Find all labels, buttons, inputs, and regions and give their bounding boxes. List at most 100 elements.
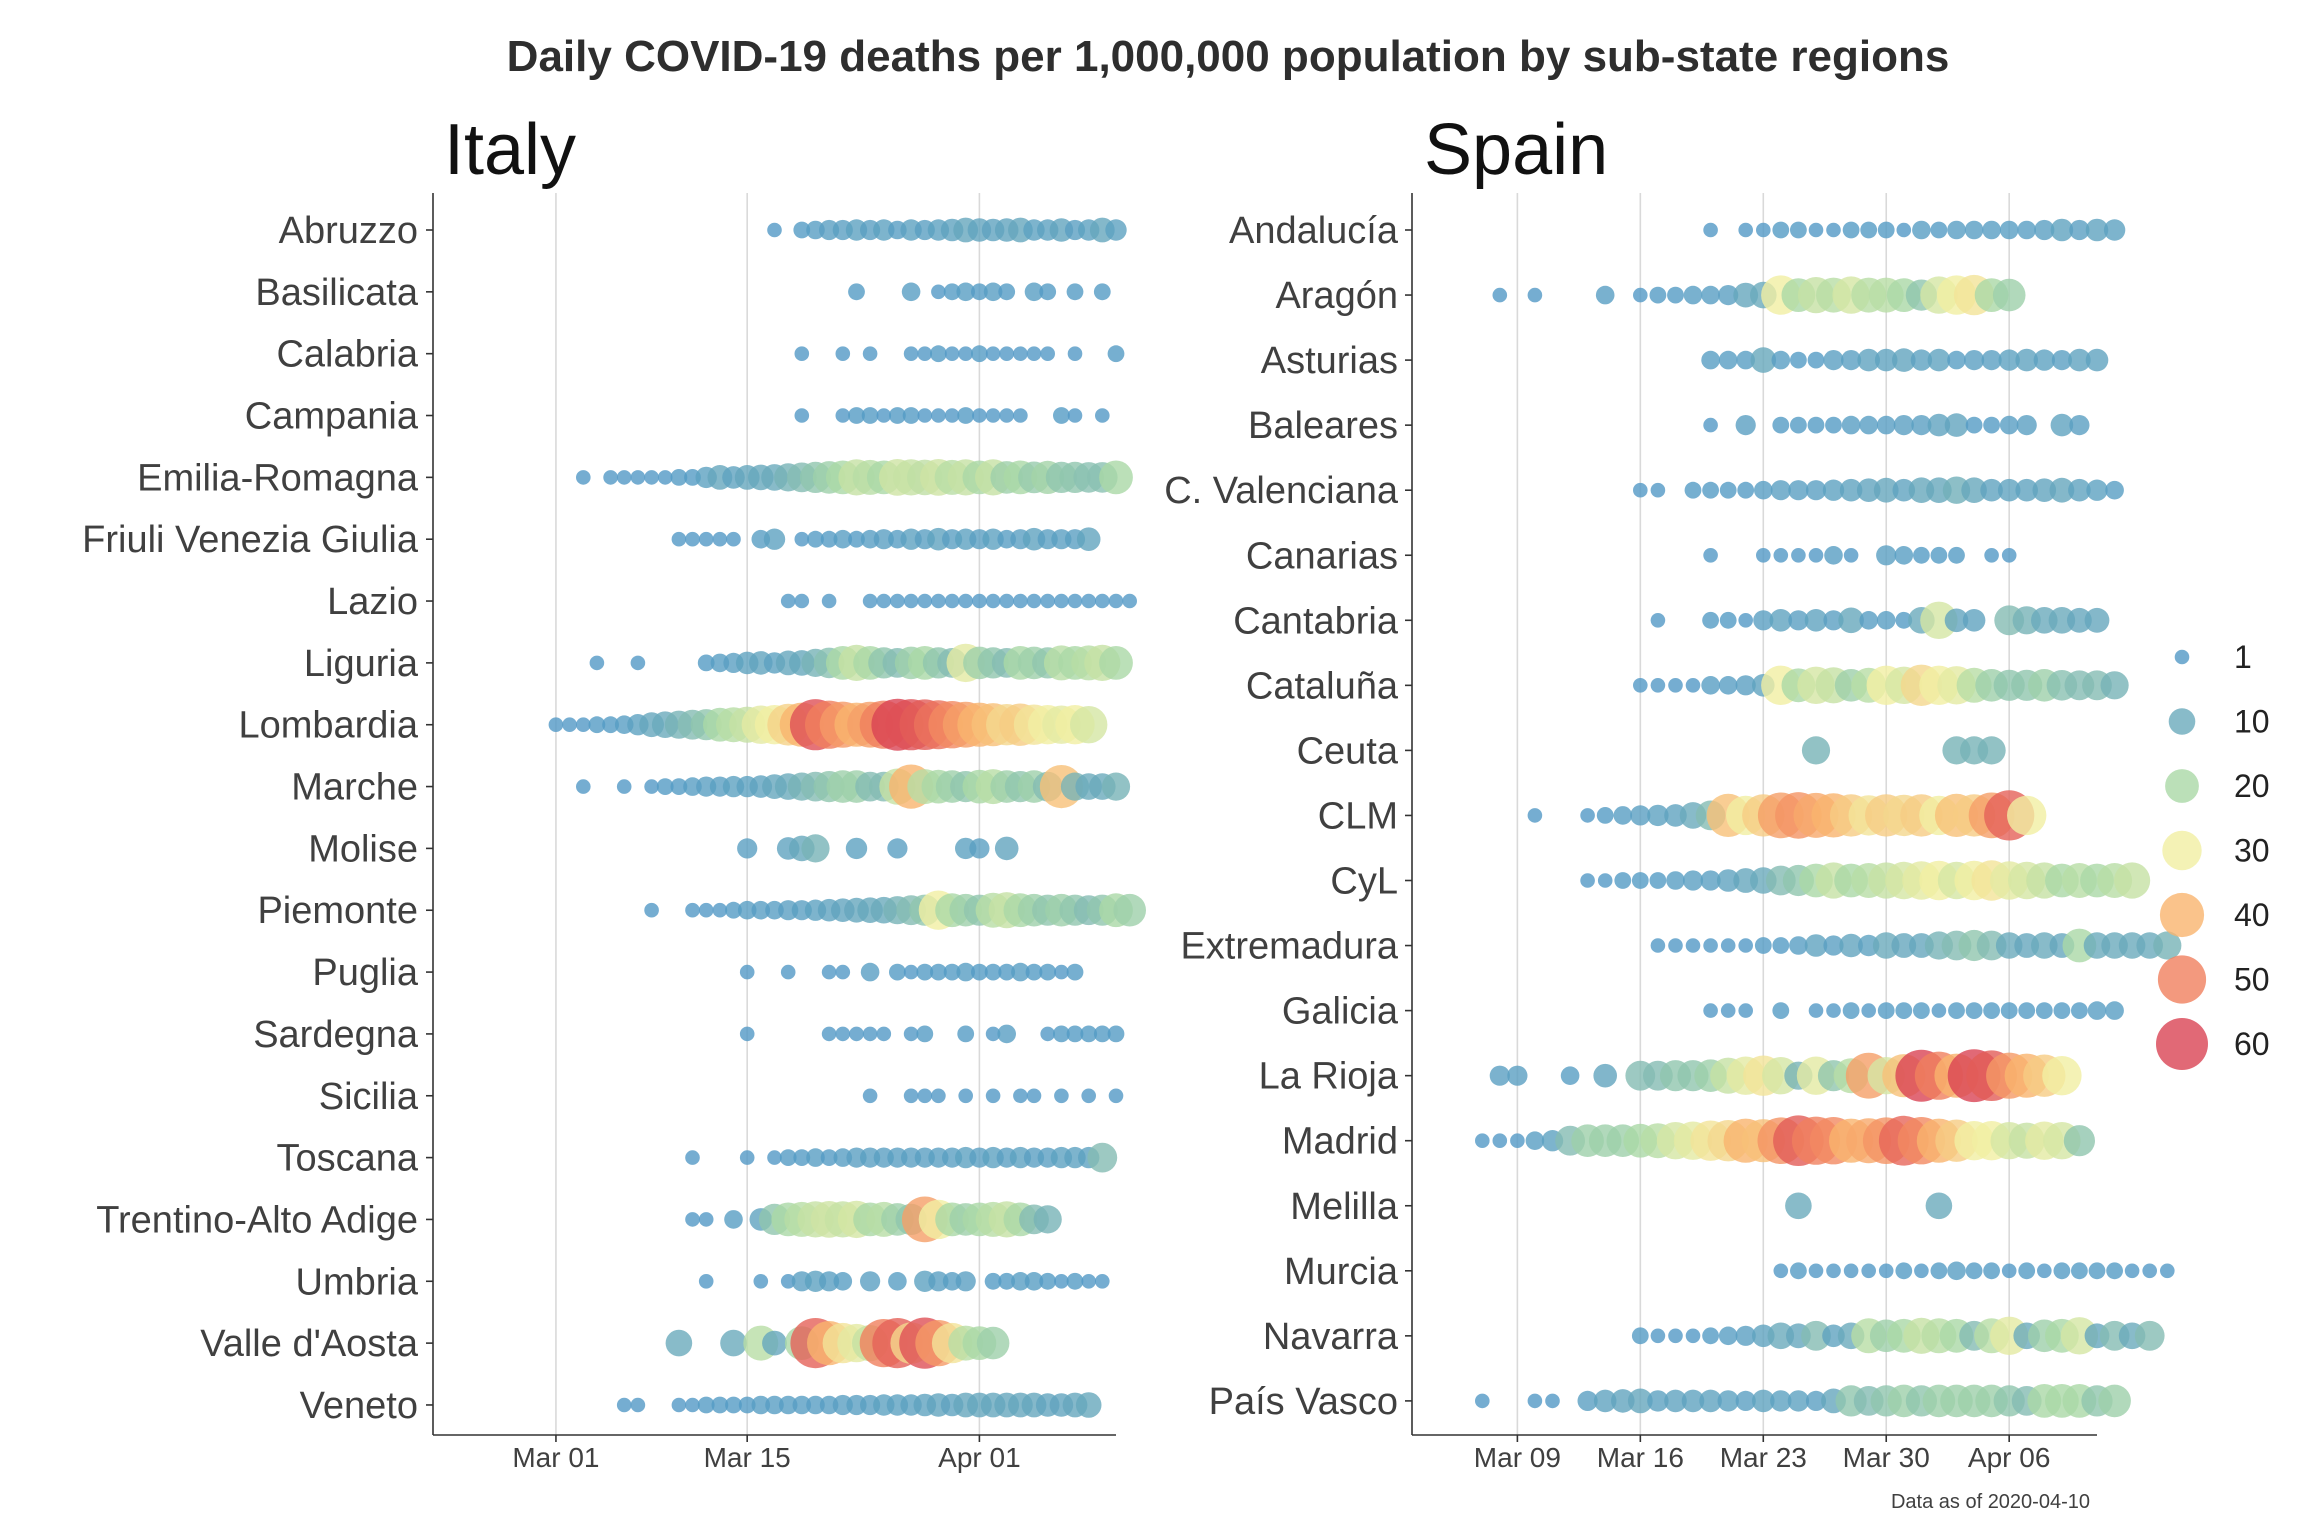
data-point-asturias xyxy=(1718,350,1738,370)
data-point-galicia xyxy=(1738,1003,1753,1018)
data-point-murcia xyxy=(1930,1262,1948,1280)
data-point-murcia xyxy=(2160,1263,2175,1279)
legend-label-20: 20 xyxy=(2234,768,2270,804)
data-point-friuli-venezia-giulia xyxy=(807,530,824,548)
data-point-asturias xyxy=(2068,348,2091,372)
data-point-veneto xyxy=(778,1395,798,1415)
data-point-baleares xyxy=(1983,416,2000,434)
data-point-piemonte xyxy=(737,900,757,920)
region-label-umbria: Umbria xyxy=(296,1261,419,1303)
data-point-friuli-venezia-giulia xyxy=(794,531,810,547)
data-point-lazio xyxy=(1054,593,1069,609)
data-point-baleares xyxy=(2069,415,2090,436)
data-point-veneto xyxy=(711,1396,729,1414)
data-point-sardegna xyxy=(835,1026,851,1042)
region-label-clm: CLM xyxy=(1318,795,1398,837)
data-point-galicia xyxy=(2105,1001,2124,1020)
data-point-la-rioja xyxy=(2042,1056,2082,1096)
data-caption: Data as of 2020-04-10 xyxy=(1891,1491,2090,1513)
data-point-clm xyxy=(2007,795,2047,836)
data-point-veneto xyxy=(685,1397,700,1413)
data-point-asturias xyxy=(2033,349,2055,371)
data-point-lazio xyxy=(862,593,878,609)
data-point-cantabria xyxy=(1702,611,1719,629)
data-point-aragon xyxy=(1683,285,1703,305)
data-point-lombardia xyxy=(548,717,564,732)
data-point-baleares xyxy=(1876,415,1896,435)
data-point-sardegna xyxy=(957,1025,975,1043)
data-point-lazio xyxy=(876,593,892,609)
data-point-andalucia xyxy=(1930,221,1948,239)
data-point-lazio xyxy=(1013,593,1028,609)
data-point-puglia xyxy=(1066,963,1084,981)
data-point-toscana xyxy=(806,1148,825,1167)
data-point-extremadura xyxy=(1872,932,1900,959)
data-point-lombardia xyxy=(588,716,606,734)
legend-key-20 xyxy=(2165,769,2199,803)
data-point-sardegna xyxy=(1040,1026,1055,1042)
region-label-canarias: Canarias xyxy=(1246,535,1398,577)
data-point-piemonte xyxy=(698,902,714,918)
data-point-andalucia xyxy=(1738,222,1753,238)
data-point-pais-vasco xyxy=(1787,1390,1810,1412)
region-label-valle-d-aosta: Valle d'Aosta xyxy=(200,1323,419,1365)
data-point-murcia xyxy=(1861,1263,1876,1279)
data-point-calabria xyxy=(1026,346,1042,362)
data-point-cyl xyxy=(1682,870,1704,891)
data-point-veneto xyxy=(751,1395,771,1415)
data-point-pais-vasco xyxy=(1770,1390,1792,1412)
data-point-la-rioja xyxy=(1560,1066,1580,1085)
data-point-pais-vasco xyxy=(1717,1390,1739,1412)
data-point-clm xyxy=(1596,807,1614,824)
data-point-basilicata xyxy=(971,283,988,301)
data-point-marche xyxy=(1101,772,1131,801)
data-point-asturias xyxy=(1910,349,1933,371)
data-point-cantabria xyxy=(1962,609,1986,632)
data-point-cantabria xyxy=(1876,611,1896,630)
data-point-c-valenciana xyxy=(1684,481,1702,499)
data-point-murcia xyxy=(1808,1263,1824,1279)
data-point-sicilia xyxy=(1108,1088,1124,1104)
data-point-andalucia xyxy=(2017,220,2036,240)
data-point-madrid xyxy=(1510,1133,1525,1148)
data-point-asturias xyxy=(1750,347,1777,373)
data-point-murcia xyxy=(2037,1263,2052,1279)
data-point-c-valenciana xyxy=(2049,477,2075,503)
data-point-cantabria xyxy=(2067,607,2092,633)
data-point-galicia xyxy=(1877,1002,1895,1019)
data-point-canarias xyxy=(2001,548,2017,563)
data-point-marche xyxy=(644,779,659,794)
data-point-marche xyxy=(576,779,591,794)
data-point-andalucia xyxy=(1877,221,1895,239)
data-point-molise xyxy=(801,834,830,863)
region-label-murcia: Murcia xyxy=(1284,1251,1399,1293)
data-point-baleares xyxy=(1807,416,1825,434)
data-point-pais-vasco xyxy=(2098,1384,2131,1418)
data-point-piemonte xyxy=(712,902,728,918)
data-point-murcia xyxy=(1983,1262,2000,1280)
data-point-friuli-venezia-giulia xyxy=(1076,527,1101,551)
data-point-veneto xyxy=(616,1397,632,1413)
data-point-campania xyxy=(861,407,879,424)
data-point-lazio xyxy=(890,593,905,609)
data-point-sardegna xyxy=(1080,1025,1098,1043)
data-point-calabria xyxy=(903,346,919,362)
region-label-lazio: Lazio xyxy=(327,581,418,623)
data-point-sicilia xyxy=(917,1088,933,1104)
data-point-abruzzo xyxy=(873,219,895,241)
data-point-sicilia xyxy=(1026,1088,1042,1104)
data-point-baleares xyxy=(2016,415,2037,436)
data-point-abruzzo xyxy=(1105,219,1127,241)
data-point-cyl xyxy=(1614,872,1632,889)
data-point-galicia xyxy=(1808,1003,1824,1018)
data-point-galicia xyxy=(1772,1002,1790,1019)
data-point-lombardia xyxy=(602,716,619,734)
data-point-campania xyxy=(1067,408,1083,423)
data-point-lazio xyxy=(1026,593,1042,609)
data-point-sardegna xyxy=(916,1025,934,1043)
data-point-pais-vasco xyxy=(1735,1390,1756,1411)
data-point-c-valenciana xyxy=(1961,477,1987,504)
spain-points xyxy=(1475,218,2182,1418)
data-point-aragon xyxy=(1701,285,1720,305)
data-point-asturias xyxy=(1701,350,1720,370)
